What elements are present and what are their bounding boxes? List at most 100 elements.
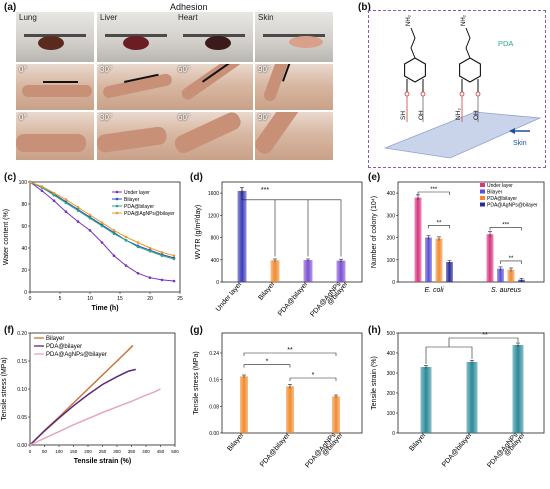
y-tick-label: 0 [392,431,395,437]
x-axis-label: Time (h) [91,305,118,312]
significance-bracket [243,364,291,368]
x-tick-label: 100 [55,449,63,454]
data-point [112,254,116,257]
bar [286,386,294,433]
category-label: Bilayer [408,431,428,452]
significance-bracket [289,377,337,381]
organ-tissue [38,36,64,50]
photo-label: 0° [19,113,27,122]
bar [507,269,515,282]
series-line [29,181,175,260]
bar [336,260,346,282]
y-tick-label: 1600 [208,191,219,197]
data-point [148,246,152,250]
plot-frame [29,181,181,293]
category-label: PDA@bilayer [259,431,292,468]
data-point [160,254,164,257]
data-point [112,232,116,235]
y-tick-label: 100 [19,180,28,186]
y-tick-label: 1200 [208,213,219,219]
panel-label-e: (e) [368,172,381,183]
category-label: PDA@bilayer [277,280,310,317]
x-axis-label: Tensile strain (%) [74,458,131,465]
organ-tissue [123,36,149,50]
legend-swatch [480,196,485,200]
plot-frame [221,181,363,283]
finger-bend-photo: 30° [97,112,175,160]
data-point [52,191,56,195]
legend-label: PDA@bilayer [46,344,82,350]
panel-label-f: (f) [4,325,14,336]
y-tick-label: 80 [21,202,27,208]
y-tick-label: 200 [387,391,396,397]
organ-adhesion-photo: Lung [16,12,94,62]
finger-bend-photo: 90° [255,112,333,160]
dressing-strip [24,34,86,37]
data-point [124,239,128,242]
y-axis-label: WVTR (g/m²/day) [195,205,202,259]
finger-bend-photo: 60° [175,64,253,110]
x-tick-label: 300 [113,449,121,454]
photo-label: 60° [178,65,191,74]
bar [486,234,494,282]
data-point [64,210,68,213]
bar [497,268,504,282]
category-label: Under layer [215,280,244,313]
photo-label: 30° [100,65,113,74]
dressing-on-finger [43,81,79,84]
legend-label: Under layer [124,190,150,196]
y-tick-label: 0.24 [209,351,219,357]
data-point [88,213,92,217]
data-point [64,201,68,205]
significance-bracket [425,346,473,364]
y-tick-label: 0.15 [17,359,27,365]
category-label: E. coli [424,287,444,294]
pda-skin-schematic-frame [368,10,546,168]
data-point [148,276,152,280]
y-tick-label: 0.05 [17,415,27,421]
bar [466,362,478,433]
legend-swatch [480,189,485,194]
significance-mark: * [266,359,269,366]
x-tick-label: 400 [142,449,150,454]
legend-label: PDA@bilayer [487,196,517,202]
x-tick-label: 15 [117,296,123,302]
x-tick-label: 50 [42,449,48,454]
panel-label-d: (d) [190,172,203,183]
data-point [52,193,56,197]
y-tick-label: 0 [392,280,395,286]
bar [425,237,432,282]
data-point [136,241,140,244]
significance-mark: *** [502,223,510,229]
plot-frame [397,181,545,283]
series-line [29,388,161,446]
category-label: Bilayer [226,431,246,452]
y-tick-label: 0.00 [209,431,219,437]
chart-wvtr: 0 400 800 1200 1600 WVTR (g/m²/day) Under laye… [195,181,363,318]
data-point [52,199,56,202]
y-tick-label: 0.00 [17,443,27,449]
photo-label: 90° [258,113,271,122]
photo-label: 90° [258,65,271,74]
y-axis-label: Number of colony (10⁴) [371,196,378,268]
dressing-strip [183,34,245,37]
x-tick-label: 350 [128,449,136,454]
panel-label-h: (h) [368,325,381,336]
x-tick-label: 250 [99,449,107,454]
elbow [16,133,87,152]
chart-tensile-stress: 0.00 0.08 0.16 0.24 Tensile stress (MPa) Bila… [193,332,363,469]
significance-mark: *** [430,187,438,193]
data-point [148,250,152,253]
y-tick-label: 0.16 [209,378,219,384]
y-tick-label: 0 [216,280,219,286]
y-tick-label: 300 [387,213,396,219]
finger-bend-photo: 0° [16,112,94,160]
finger-bend-photo: 30° [97,64,175,110]
dressing-strip [263,34,325,37]
data-point [136,272,140,275]
x-tick-label: 150 [70,449,78,454]
significance-bracket [448,337,519,347]
data-point [112,229,116,232]
y-tick-label: 20 [21,268,27,274]
y-tick-label: 100 [387,258,396,264]
